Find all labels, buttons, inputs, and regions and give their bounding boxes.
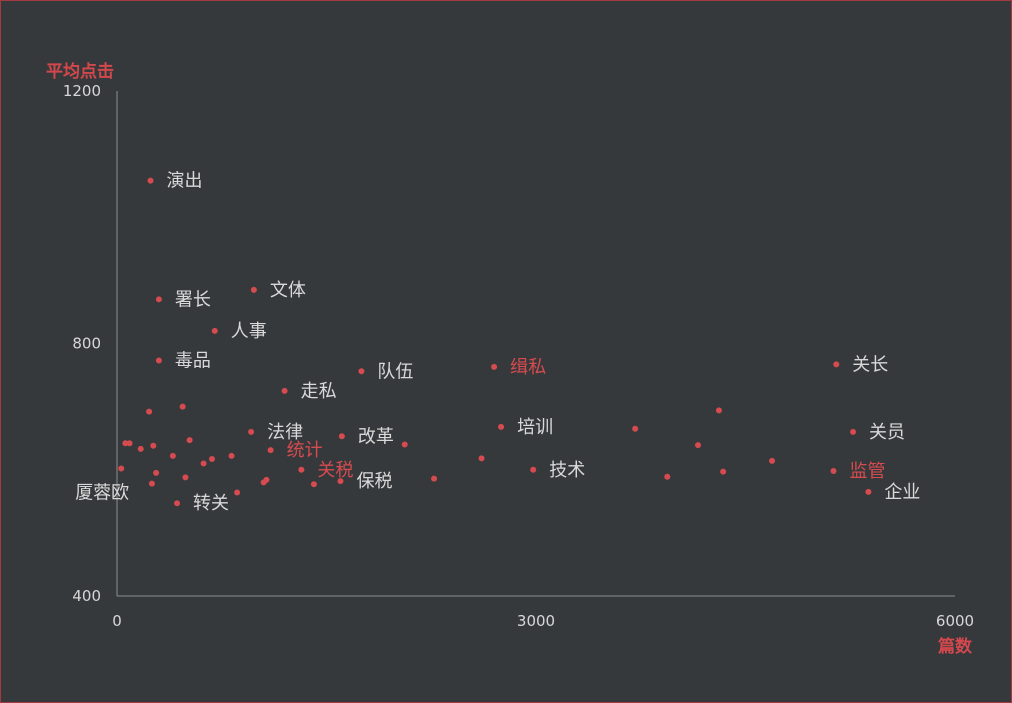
data-point <box>179 403 186 410</box>
data-point <box>310 481 317 488</box>
data-point <box>155 357 162 364</box>
data-point <box>137 445 144 452</box>
data-point <box>337 478 344 485</box>
data-points <box>118 177 872 507</box>
data-point <box>769 457 776 464</box>
data-point <box>830 468 837 475</box>
y-tick-label: 1200 <box>63 82 101 100</box>
point-label: 改革 <box>358 426 394 447</box>
point-label: 走私 <box>301 381 337 402</box>
data-point <box>478 455 485 462</box>
point-label: 人事 <box>231 321 267 342</box>
data-point <box>850 428 857 435</box>
point-label: 技术 <box>549 460 585 481</box>
data-point <box>431 475 438 482</box>
data-point <box>267 447 274 454</box>
x-tick-label: 0 <box>112 612 122 630</box>
data-point <box>498 423 505 430</box>
data-point <box>182 474 189 481</box>
data-point <box>833 361 840 368</box>
data-point <box>155 296 162 303</box>
data-point <box>358 368 365 375</box>
data-point <box>208 456 215 463</box>
point-label: 队伍 <box>377 361 413 382</box>
axes <box>116 91 955 597</box>
data-point <box>122 440 129 447</box>
data-point <box>695 442 702 449</box>
point-label: 缉私 <box>510 357 546 378</box>
point-label: 保税 <box>356 471 392 492</box>
y-tick-label: 800 <box>72 335 101 353</box>
x-tick-label: 3000 <box>517 612 555 630</box>
data-point <box>118 465 125 472</box>
data-point <box>530 466 537 473</box>
data-point <box>491 363 498 370</box>
data-point <box>146 408 153 415</box>
data-point <box>865 488 872 495</box>
point-label: 厦蓉欧 <box>75 482 129 503</box>
data-point <box>169 452 176 459</box>
point-label: 企业 <box>884 482 920 503</box>
point-label: 文体 <box>270 280 306 301</box>
y-tick-label: 400 <box>72 587 101 605</box>
data-point <box>715 407 722 414</box>
point-label: 关长 <box>852 354 888 375</box>
point-label: 培训 <box>517 417 553 438</box>
x-axis-title: 篇数 <box>937 636 973 657</box>
x-tick-label: 6000 <box>936 612 974 630</box>
data-point <box>174 500 181 507</box>
data-point <box>720 468 727 475</box>
data-point <box>150 442 157 449</box>
data-point <box>234 489 241 496</box>
data-point <box>263 476 270 483</box>
point-label: 转关 <box>193 493 229 514</box>
data-point <box>298 466 305 473</box>
point-label: 统计 <box>287 440 323 461</box>
data-point <box>338 433 345 440</box>
point-label: 署长 <box>175 289 211 310</box>
tick-labels: 400 800 1200 0 3000 6000 <box>63 82 974 630</box>
point-label: 演出 <box>167 171 203 192</box>
data-point <box>126 440 133 447</box>
y-axis-title: 平均点击 <box>46 61 114 82</box>
data-point <box>248 428 255 435</box>
data-point <box>401 441 408 448</box>
data-point <box>200 460 207 467</box>
data-point <box>153 469 160 476</box>
data-point <box>664 473 671 480</box>
data-point <box>281 387 288 394</box>
point-label: 关员 <box>869 422 905 443</box>
data-point <box>250 286 257 293</box>
data-point <box>148 480 155 487</box>
data-point <box>147 177 154 184</box>
point-label: 法律 <box>267 422 303 443</box>
data-point <box>632 425 639 432</box>
point-label: 毒品 <box>175 351 211 372</box>
data-point <box>186 437 193 444</box>
point-label: 监管 <box>849 461 885 482</box>
point-label: 关税 <box>317 460 353 481</box>
data-point <box>228 452 235 459</box>
data-point <box>211 327 218 334</box>
